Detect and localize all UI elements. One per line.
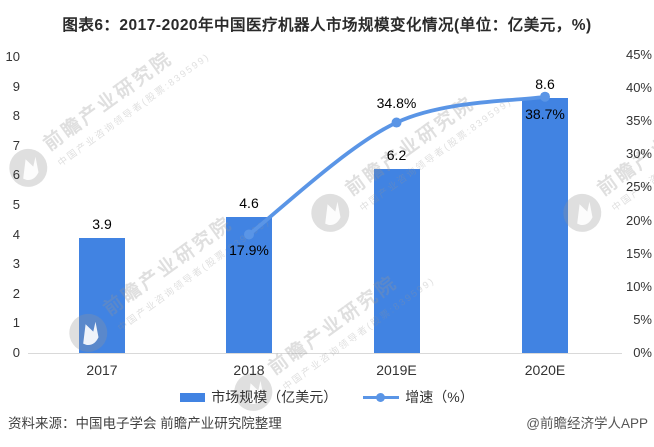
line-swatch-marker bbox=[376, 392, 386, 402]
y-axis-left-tick: 2 bbox=[12, 285, 20, 301]
bar-series-swatch bbox=[180, 392, 206, 402]
bar-value-label: 6.2 bbox=[386, 147, 407, 164]
bar-value-label: 3.9 bbox=[92, 215, 112, 232]
growth-rate-label: 38.7% bbox=[525, 105, 565, 122]
growth-rate-label: 34.8% bbox=[376, 94, 417, 111]
y-axis-left-tick: 0 bbox=[12, 345, 20, 360]
y-axis-right-tick: 45% bbox=[625, 47, 652, 62]
bar-value-label: 4.6 bbox=[239, 194, 259, 211]
y-axis-right-tick: 20% bbox=[625, 212, 652, 228]
x-axis-label: 2017 bbox=[86, 362, 118, 378]
y-axis-left-tick: 10 bbox=[5, 49, 20, 64]
y-axis-right-tick: 5% bbox=[633, 311, 652, 327]
source-note: 资料来源：中国电子学会 前瞻产业研究院整理 bbox=[8, 416, 282, 431]
y-axis-right-tick: 0% bbox=[633, 345, 652, 360]
watermark-brand: 前瞻产业研究院 bbox=[342, 92, 480, 201]
watermark: 前瞻产业研究院 中国产业咨询领导者(股票:839599) bbox=[0, 25, 212, 196]
y-axis-right-tick: 35% bbox=[625, 113, 652, 129]
line-series-swatch bbox=[363, 392, 400, 402]
y-axis-right-tick: 40% bbox=[625, 80, 652, 96]
watermark-text: 前瞻产业研究院 中国产业咨询领导者(股票:839599) bbox=[339, 70, 514, 214]
y-axis-right-tick: 30% bbox=[625, 146, 652, 162]
y-axis-left-tick: 1 bbox=[12, 315, 20, 331]
growth-rate-label: 17.9% bbox=[229, 242, 269, 259]
x-axis-label: 2019E bbox=[376, 362, 417, 378]
credit-note: @前瞻经济学人APP bbox=[526, 416, 648, 431]
watermark-text: 前瞻产业研究院 中国产业咨询领导者(股票:839599) bbox=[37, 25, 212, 169]
growth-point-marker bbox=[391, 117, 402, 128]
qianzhan-logo-icon bbox=[311, 193, 349, 232]
legend-label-growth: 增速（%） bbox=[405, 389, 474, 405]
x-axis-line bbox=[28, 353, 622, 354]
legend-item-market-size: 市场规模（亿美元） bbox=[180, 387, 337, 407]
y-axis-right-tick: 25% bbox=[625, 179, 652, 195]
watermark-brand: 前瞻产业研究院 bbox=[40, 47, 178, 156]
bar-value-label: 8.6 bbox=[535, 76, 555, 93]
legend-label-market-size: 市场规模（亿美元） bbox=[211, 389, 338, 405]
y-axis-left-tick: 4 bbox=[12, 226, 20, 242]
x-axis-label: 2018 bbox=[233, 362, 265, 378]
chart-title: 图表6：2017-2020年中国医疗机器人市场规模变化情况(单位：亿美元，%) bbox=[62, 17, 592, 34]
y-axis-left-tick: 8 bbox=[12, 108, 20, 124]
market-size-bar bbox=[226, 216, 272, 353]
y-axis-left-tick: 7 bbox=[12, 137, 20, 153]
y-axis-left-tick: 5 bbox=[12, 197, 20, 212]
y-axis-right-tick: 15% bbox=[625, 245, 652, 261]
market-size-bar bbox=[79, 237, 125, 353]
legend-item-growth: 增速（%） bbox=[363, 387, 474, 407]
watermark-tagline: 中国产业咨询领导者(股票:839599) bbox=[56, 51, 213, 170]
market-size-bar bbox=[522, 98, 568, 353]
y-axis-left-tick: 6 bbox=[12, 167, 20, 183]
market-size-bar bbox=[373, 169, 420, 353]
y-axis-left-tick: 3 bbox=[12, 256, 20, 272]
legend: 市场规模（亿美元） 增速（%） bbox=[0, 387, 654, 407]
x-axis-label: 2020E bbox=[524, 362, 566, 378]
y-axis-left-tick: 9 bbox=[12, 78, 20, 94]
y-axis-right-tick: 10% bbox=[625, 278, 652, 294]
